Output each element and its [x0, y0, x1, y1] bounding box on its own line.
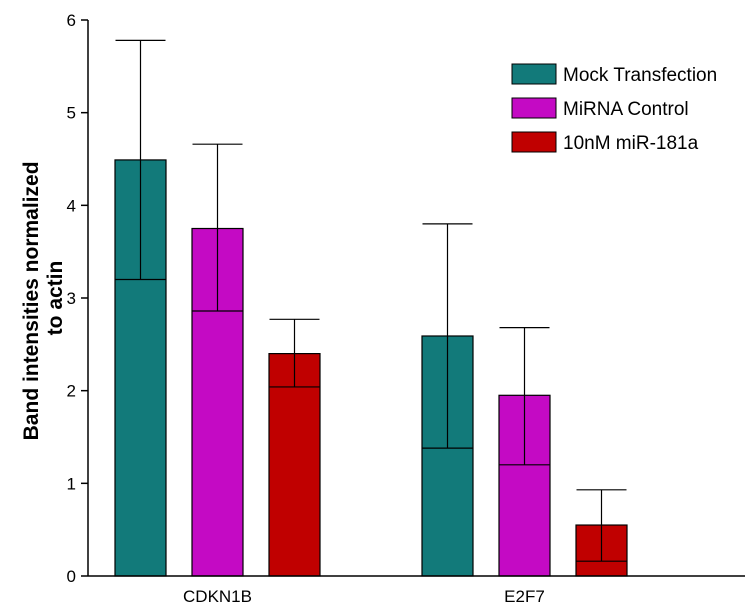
y-tick-label-3: 3: [67, 289, 76, 308]
legend-swatch-0: [511, 63, 557, 85]
y-tick-label-6: 6: [67, 11, 76, 30]
y-tick-label-0: 0: [67, 567, 76, 586]
y-axis-title-line-1: Band intensities normalized: [20, 161, 43, 440]
x-category-label-1: E2F7: [504, 587, 545, 606]
legend-swatch-1: [511, 97, 557, 119]
y-tick-label-4: 4: [67, 196, 76, 215]
x-axis: CDKN1B E2F7: [183, 587, 545, 606]
x-category-label-0: CDKN1B: [183, 587, 252, 606]
legend-label-2: 10nM miR-181a: [563, 133, 699, 154]
y-axis-title: Band intensities normalized to actin: [20, 156, 67, 441]
y-axis-title-line-2: to actin: [44, 261, 67, 336]
y-axis: 0 1 2 3 4 5 6: [67, 11, 88, 586]
legend-label-1: MiRNA Control: [563, 99, 689, 120]
legend-label-0: Mock Transfection: [563, 65, 717, 86]
bar-cdkn1b-series-2: [268, 353, 321, 577]
legend-swatch-2: [511, 131, 557, 153]
y-tick-label-2: 2: [67, 382, 76, 401]
plot-area: [114, 39, 628, 577]
y-tick-label-5: 5: [67, 104, 76, 123]
y-tick-label-1: 1: [67, 474, 76, 493]
legend: Mock Transfection MiRNA Control 10nM miR-1…: [511, 63, 717, 154]
